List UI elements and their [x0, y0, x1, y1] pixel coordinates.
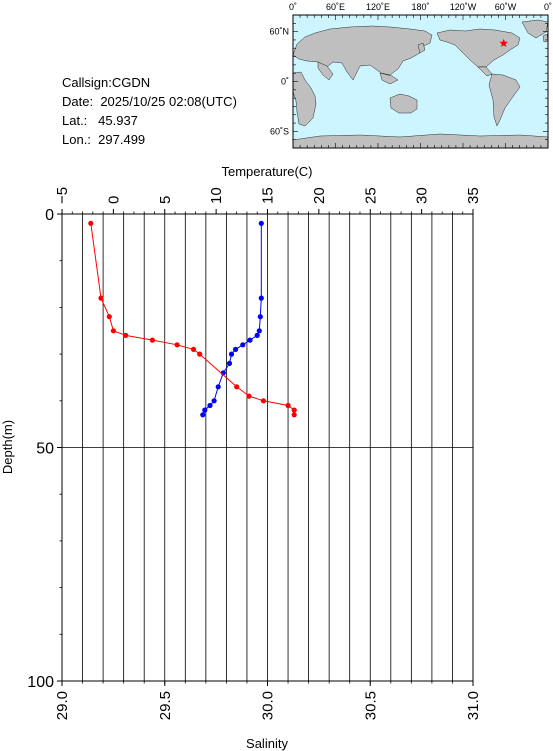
temperature-point: [207, 402, 213, 409]
land-japan: [417, 42, 426, 54]
temperature-tick-label: 5: [157, 196, 174, 204]
map-lat-label: 0˚: [281, 77, 289, 87]
map-lon-label: 120˚W: [450, 2, 477, 12]
map-lon-label: 0˚: [544, 2, 552, 12]
land-africa: [293, 71, 317, 127]
temperature-point: [258, 295, 264, 301]
depth-tick-label: 100: [27, 674, 54, 691]
temperature-tick-label: 35: [465, 187, 482, 204]
temperature-point: [200, 412, 206, 418]
map-lon-label: 180˚: [411, 2, 429, 12]
temperature-point: [226, 360, 233, 366]
lon-line: Lon.: 297.499: [62, 130, 237, 149]
map-left-labels: 60˚N 0˚ 60˚S: [269, 27, 289, 137]
date-value: 2025/10/25 02:08(UTC): [100, 94, 237, 109]
salinity-tick-label: 30.0: [260, 691, 277, 720]
temperature-point: [211, 398, 217, 404]
callsign-value: CGDN: [111, 75, 151, 90]
temperature-point: [215, 384, 221, 390]
temperature-point: [247, 337, 253, 343]
land-eurasia: [293, 25, 433, 81]
temperature-point: [202, 407, 208, 413]
salinity-line: [90, 223, 295, 415]
temperature-line: [202, 223, 262, 415]
land-arabia: [317, 61, 334, 81]
map-ticks: [292, 14, 549, 149]
map-lat-label: 60˚N: [269, 27, 289, 37]
map-lon-label: 60˚E: [326, 2, 345, 12]
salinity-point: [106, 314, 112, 320]
depth-tick-label: 50: [36, 441, 54, 458]
temperature-tick-label: 15: [260, 187, 277, 204]
temperature-ticks: −5 0 5 10 15 20 25 30 35: [54, 187, 482, 214]
land-greenland: [521, 19, 548, 39]
salinity-point: [88, 220, 94, 226]
salinity-point: [123, 332, 129, 338]
salinity-point: [291, 412, 297, 418]
salinity-axis-label: Salinity: [246, 736, 288, 751]
station-star: [499, 38, 508, 47]
land-southeast-asia: [379, 72, 399, 85]
salinity-point: [174, 342, 180, 348]
salinity-tick-label: 29.5: [157, 691, 174, 720]
temperature-point: [254, 332, 260, 338]
temperature-tick-label: 25: [362, 187, 379, 204]
map-lon-label: 0˚: [289, 2, 297, 12]
temperature-point: [258, 220, 264, 226]
date-label: Date:: [62, 94, 94, 109]
grid-lines: [61, 213, 474, 682]
temperature-tick-label: −5: [54, 187, 71, 204]
map-top-labels: 0˚ 60˚E 120˚E 180˚ 120˚W 60˚W 0˚: [289, 2, 552, 12]
date-line: Date: 2025/10/25 02:08(UTC): [62, 92, 237, 111]
map-lat-label: 60˚S: [270, 126, 289, 136]
salinity-tick-label: 29.0: [54, 691, 71, 720]
land-antarctica: [293, 133, 548, 148]
land-australia: [389, 93, 418, 114]
salinity-tick-label: 31.0: [465, 691, 482, 720]
salinity-point: [234, 384, 240, 390]
temperature-point: [228, 351, 235, 357]
temperature-tick-label: 20: [311, 187, 328, 204]
map-lon-label: 60˚W: [495, 2, 517, 12]
salinity-point: [246, 393, 252, 399]
temperature-point: [256, 328, 262, 334]
station-marker: [499, 38, 508, 47]
temperature-tick-label: 0: [105, 196, 122, 204]
salinity-ticks: 29.0 29.5 30.0 30.5 31.0: [54, 681, 482, 720]
lon-value: 297.499: [98, 132, 146, 147]
callsign-label: Callsign:: [62, 75, 112, 90]
lat-label: Lat.:: [62, 113, 88, 128]
depth-tick-label: 0: [45, 207, 54, 224]
depth-axis-label: Depth(m): [0, 420, 15, 474]
lat-value: 45.937: [98, 113, 138, 128]
map-land: [293, 19, 548, 148]
salinity-point: [110, 328, 116, 334]
temperature-axis-label: Temperature(C): [221, 164, 312, 179]
series-layer: [88, 220, 297, 418]
salinity-point: [285, 402, 291, 409]
depth-ticks: 0 50 100: [27, 207, 62, 691]
land-south-america: [488, 73, 521, 127]
lon-label: Lon.:: [62, 132, 91, 147]
map-lon-label: 120˚E: [366, 2, 390, 12]
station-info: Callsign:CGDN Date: 2025/10/25 02:08(UTC…: [62, 73, 237, 149]
lat-line: Lat.: 45.937: [62, 111, 237, 130]
temperature-point: [233, 346, 239, 352]
temperature-point: [257, 314, 263, 320]
temperature-tick-label: 10: [208, 187, 225, 204]
salinity-point: [197, 351, 203, 357]
temperature-tick-label: 30: [414, 187, 431, 204]
salinity-point: [98, 295, 104, 301]
salinity-point: [149, 337, 155, 343]
salinity-point: [190, 346, 197, 352]
land-north-america: [436, 28, 521, 68]
salinity-tick-label: 30.5: [362, 691, 379, 720]
temperature-point: [240, 342, 246, 348]
salinity-point: [260, 398, 266, 404]
salinity-point: [291, 407, 297, 413]
callsign-line: Callsign:CGDN: [62, 73, 237, 92]
